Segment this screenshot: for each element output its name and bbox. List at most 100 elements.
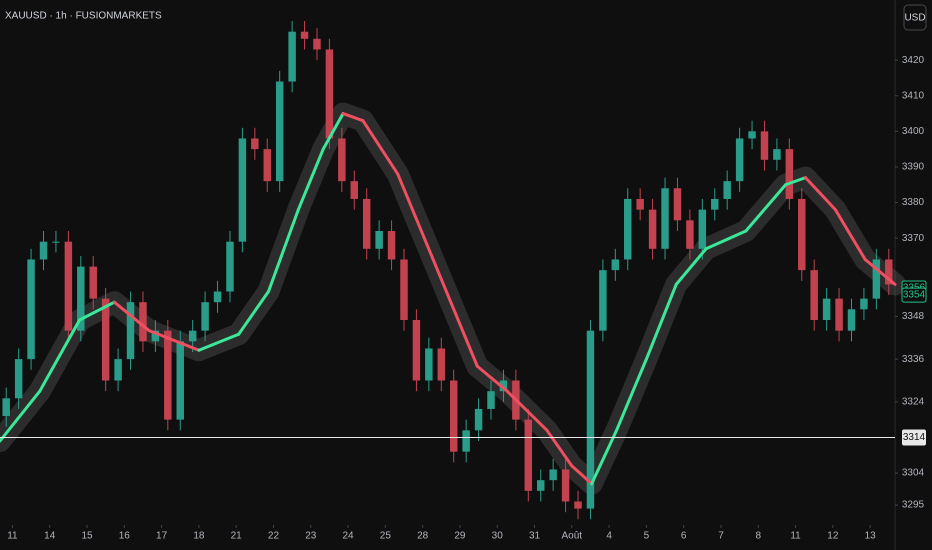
y-tick-label: 3390	[902, 162, 925, 173]
currency-button[interactable]	[903, 4, 927, 31]
candle-body	[711, 198, 719, 210]
candle-body	[288, 31, 296, 82]
ma-segment	[590, 428, 619, 486]
candle-body	[275, 81, 284, 182]
y-tick-label: 3370	[902, 233, 925, 244]
x-tick-label: 25	[380, 531, 392, 542]
price-label: 3354	[903, 290, 926, 301]
candle-body	[164, 330, 172, 420]
x-tick-label: 5	[644, 531, 650, 542]
candle-body	[412, 319, 421, 381]
candle-body	[773, 149, 781, 160]
x-tick-label: 28	[417, 531, 429, 542]
candle-body	[798, 198, 806, 271]
ma-segment	[744, 183, 788, 233]
ma-segment	[784, 176, 807, 187]
x-tick-label: 4	[606, 531, 612, 542]
candle-body	[487, 391, 495, 409]
horizontal-line-label-box	[902, 429, 926, 446]
ma-segment	[505, 389, 549, 432]
x-tick-label: 23	[305, 531, 317, 542]
currency-label[interactable]: USD	[904, 13, 925, 24]
candle-body	[624, 198, 632, 260]
candle-body	[723, 181, 731, 199]
candle-body	[462, 430, 470, 452]
ma-segment	[570, 464, 594, 486]
candle-body	[375, 231, 383, 249]
ma-segment	[38, 318, 82, 393]
x-tick-label: 11	[7, 531, 18, 542]
candle-body	[449, 380, 458, 452]
candle-body	[2, 398, 10, 417]
candle-body	[599, 270, 607, 331]
candle-body	[872, 259, 881, 299]
candle-body	[151, 330, 160, 342]
candle-body	[586, 330, 595, 509]
y-tick-label: 3420	[902, 55, 925, 66]
candle-body	[611, 259, 620, 271]
x-tick-label: 30	[492, 531, 504, 542]
candle-body	[89, 266, 97, 299]
ma-segment	[197, 332, 241, 352]
candle-body	[760, 131, 769, 160]
ma-segment	[321, 112, 345, 151]
y-tick-label: 3410	[902, 90, 925, 101]
ma-segment	[863, 257, 897, 286]
candle-body	[362, 198, 371, 249]
x-tick-label: 24	[342, 531, 354, 542]
ma-segment	[267, 208, 300, 294]
candle-body	[350, 181, 358, 199]
candle-body	[860, 298, 868, 310]
candle-body	[313, 38, 321, 50]
candle-body	[27, 259, 35, 360]
ma-segment	[237, 290, 270, 336]
ma-segment	[341, 112, 365, 123]
candle-body	[126, 302, 135, 360]
candle-body	[325, 49, 334, 139]
y-tick-label: 3304	[902, 468, 925, 479]
candle-body	[437, 348, 446, 381]
price-label-box	[901, 287, 927, 303]
y-tick-label: 3324	[902, 396, 925, 407]
candle-body	[263, 149, 271, 182]
x-tick-label: 18	[193, 531, 205, 542]
x-tick-label: 31	[529, 531, 541, 542]
candle-body	[400, 259, 408, 320]
x-tick-label: 15	[81, 531, 93, 542]
ma-segment	[296, 147, 325, 212]
candle-body	[338, 138, 346, 182]
candle-body	[425, 348, 433, 381]
candle-body	[64, 241, 73, 331]
ma-segment	[78, 300, 116, 322]
ma-segment	[644, 282, 678, 361]
candle-body	[176, 341, 184, 420]
ma-segment	[545, 428, 574, 468]
candle-body	[673, 188, 682, 221]
candle-body	[251, 138, 259, 150]
ma-segment	[615, 357, 648, 432]
candle-body	[226, 241, 234, 292]
candle-body	[52, 241, 60, 243]
candle-body	[14, 359, 23, 399]
y-tick-label: 3295	[902, 500, 925, 511]
candle-body	[77, 266, 85, 331]
candle-body	[561, 469, 570, 502]
ma-segment	[396, 172, 440, 272]
candle-body	[810, 270, 818, 320]
ma-segment	[112, 300, 151, 333]
x-tick-label: 17	[156, 531, 168, 542]
candle-body	[387, 231, 396, 260]
ma-segment	[674, 247, 708, 286]
ma-segment	[475, 364, 509, 393]
candle-body	[636, 198, 644, 210]
y-tick-label: 3336	[902, 354, 925, 365]
candle-body	[188, 330, 197, 342]
x-tick-label: 8	[755, 531, 761, 542]
x-tick-label: Août	[562, 531, 583, 542]
x-tick-label: 13	[865, 531, 877, 542]
candle-body	[114, 359, 122, 381]
x-tick-label: 16	[119, 531, 131, 542]
